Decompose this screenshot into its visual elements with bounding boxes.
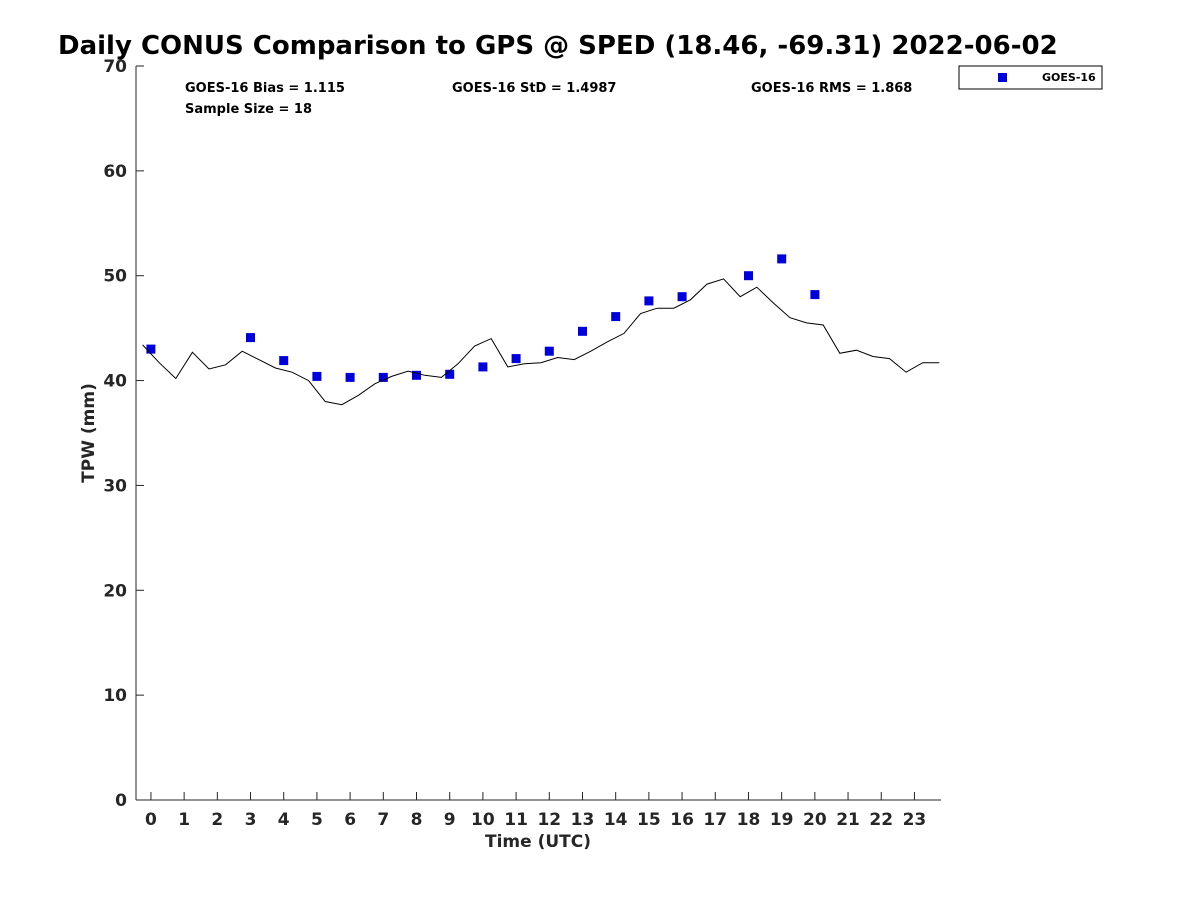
x-tick-label: 22 [869, 810, 893, 830]
x-tick-label: 8 [411, 810, 423, 830]
goes16-point [511, 354, 521, 364]
goes16-point [677, 292, 687, 302]
goes16-point [445, 369, 455, 379]
x-tick-label: 5 [311, 810, 323, 830]
goes16-point [744, 271, 753, 281]
x-tick-label: 18 [737, 810, 761, 830]
goes16-point [810, 290, 820, 300]
goes16-point [777, 254, 787, 264]
goes16-point [578, 326, 587, 336]
legend-box [958, 65, 1103, 90]
goes16-point [345, 372, 355, 382]
goes16-point [378, 372, 388, 382]
chart-title: Daily CONUS Comparison to GPS @ SPED (18… [58, 31, 1058, 61]
x-tick-label: 6 [344, 810, 356, 830]
legend-label-goes16: GOES-16 [1042, 71, 1096, 84]
x-tick-label: 0 [145, 810, 157, 830]
y-tick-label: 40 [103, 372, 127, 392]
x-tick-label: 13 [571, 810, 595, 830]
y-tick-label: 20 [103, 581, 127, 601]
stat-rms: GOES-16 RMS = 1.868 [751, 81, 912, 96]
goes16-point [412, 370, 421, 380]
x-tick-label: 2 [211, 810, 223, 830]
y-tick-label: 50 [103, 267, 127, 287]
y-axis-label: TPW (mm) [79, 383, 99, 483]
x-tick-label: 9 [444, 810, 456, 830]
goes16-point [246, 333, 255, 343]
goes16-point [146, 344, 156, 354]
x-axis-label: Time (UTC) [485, 832, 591, 852]
goes16-point [544, 346, 554, 356]
stat-bias: GOES-16 Bias = 1.115 [185, 81, 345, 96]
x-tick-label: 23 [903, 810, 927, 830]
x-tick-label: 11 [504, 810, 528, 830]
x-tick-label: 7 [377, 810, 389, 830]
goes16-point [644, 296, 654, 306]
goes16-point [478, 362, 488, 372]
goes16-point [312, 371, 322, 381]
x-tick-label: 15 [637, 810, 661, 830]
y-tick-label: 0 [115, 791, 127, 811]
y-tick-label: 30 [103, 476, 127, 496]
x-tick-label: 14 [604, 810, 628, 830]
y-tick-label: 10 [103, 686, 127, 706]
gps-tpw-line [142, 278, 940, 406]
x-tick-label: 10 [471, 810, 495, 830]
x-tick-label: 3 [245, 810, 257, 830]
y-tick-label: 70 [103, 57, 127, 77]
x-tick-label: 16 [670, 810, 694, 830]
x-tick-label: 17 [703, 810, 727, 830]
goes16-point [279, 356, 289, 366]
legend: GOES-16 [958, 65, 1103, 90]
stat-std: GOES-16 StD = 1.4987 [452, 81, 616, 96]
x-tick-label: 4 [278, 810, 290, 830]
stat-sample-size: Sample Size = 18 [185, 102, 312, 117]
y-tick-label: 60 [103, 162, 127, 182]
x-tick-label: 20 [803, 810, 827, 830]
x-tick-label: 21 [836, 810, 860, 830]
goes16-point [611, 312, 621, 322]
legend-marker-goes16 [998, 73, 1007, 82]
x-tick-label: 1 [178, 810, 190, 830]
x-tick-label: 19 [770, 810, 794, 830]
x-tick-label: 12 [537, 810, 561, 830]
